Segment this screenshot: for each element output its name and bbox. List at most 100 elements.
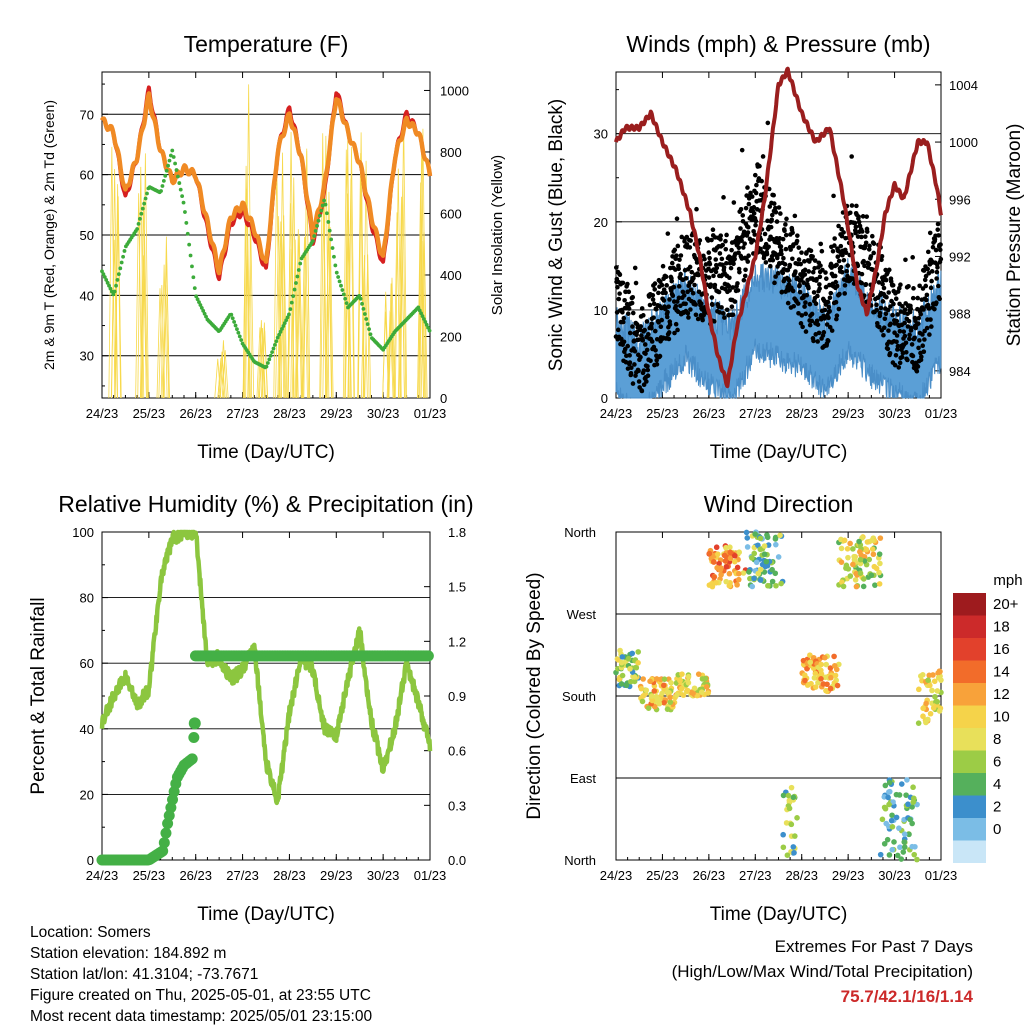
gust-point: [769, 217, 775, 223]
direction-point: [909, 843, 915, 850]
gust-point: [834, 283, 840, 289]
legend-label: 14: [993, 664, 1010, 681]
direction-point: [884, 836, 891, 843]
precip-point: [188, 717, 201, 730]
gust-point: [627, 353, 632, 358]
y-tick-label: 100: [72, 525, 94, 540]
gust-point: [714, 265, 720, 271]
gust-point: [754, 182, 759, 188]
direction-point: [889, 823, 896, 830]
gust-point: [751, 205, 757, 210]
gust-point: [622, 297, 627, 303]
gust-point: [802, 259, 807, 264]
dewpoint-point: [322, 198, 327, 203]
dewpoint-point: [237, 334, 242, 339]
dewpoint-point: [115, 278, 120, 282]
dewpoint-point: [289, 300, 294, 305]
station-info: Location: Somers Station elevation: 184.…: [30, 922, 372, 1027]
direction-point: [818, 661, 825, 668]
direction-point: [628, 678, 634, 685]
x-tick-label: 01/23: [925, 868, 958, 883]
dewpoint-point: [107, 283, 111, 288]
gust-point: [653, 307, 659, 312]
gust-point: [929, 324, 934, 329]
chart-title: Winds (mph) & Pressure (mb): [626, 31, 930, 57]
direction-point: [678, 685, 685, 692]
direction-point: [869, 546, 876, 552]
gust-point: [657, 353, 663, 359]
legend-swatch: [953, 750, 986, 773]
gust-point: [814, 318, 820, 324]
direction-point: [755, 542, 761, 549]
x-tick-label: 28/23: [273, 868, 306, 883]
gust-point: [677, 257, 682, 263]
direction-point: [839, 579, 845, 585]
gust-point: [723, 246, 729, 252]
gust-point: [924, 325, 930, 331]
gust-point: [728, 265, 734, 271]
dewpoint-point: [340, 288, 345, 292]
y-right-tick-label: 0.6: [448, 744, 466, 759]
solar-spike: [388, 277, 396, 399]
gust-point: [905, 357, 910, 363]
direction-point: [886, 852, 893, 858]
gust-point: [625, 311, 631, 317]
dewpoint-point: [191, 275, 196, 280]
direction-point: [881, 840, 888, 847]
direction-point: [711, 574, 717, 580]
direction-point: [904, 777, 910, 783]
gust-point: [678, 303, 683, 309]
y-tick-label: West: [567, 607, 597, 622]
gust-point: [782, 228, 787, 234]
dewpoint-point: [192, 286, 197, 291]
solar-spike: [301, 237, 308, 399]
dewpoint-point: [187, 242, 192, 247]
direction-point: [619, 672, 626, 679]
direction-point: [713, 579, 719, 586]
gust-point: [817, 282, 822, 287]
direction-point: [783, 820, 790, 826]
gust-point: [811, 290, 817, 295]
direction-point: [714, 564, 720, 571]
gust-point: [645, 373, 651, 379]
y-right-tick-label: 1.8: [448, 525, 466, 540]
gust-point: [742, 273, 748, 279]
gust-point: [654, 336, 660, 342]
gust-point: [721, 195, 726, 200]
y-tick-label: North: [564, 525, 596, 540]
gust-point: [735, 281, 740, 286]
gust-point: [854, 203, 859, 209]
gust-point: [693, 302, 698, 307]
gust-point: [785, 300, 791, 306]
gust-point: [901, 329, 907, 334]
gust-point: [920, 332, 925, 337]
gust-point: [822, 307, 828, 313]
dewpoint-point: [180, 194, 185, 199]
gust-point: [856, 214, 861, 219]
direction-point: [685, 680, 692, 686]
gust-point: [629, 300, 635, 306]
direction-point: [870, 551, 877, 558]
gust-point: [651, 301, 657, 307]
gust-point: [632, 265, 638, 271]
gust-point: [923, 273, 929, 279]
gust-point: [644, 319, 650, 324]
gust-point: [762, 231, 768, 237]
y-axis-right-label: Station Pressure (Maroon): [1004, 124, 1024, 347]
direction-point: [853, 570, 860, 577]
gust-point: [812, 265, 817, 271]
gust-point: [909, 342, 915, 347]
gust-point: [859, 234, 864, 240]
gust-point: [895, 347, 900, 352]
gust-point: [749, 194, 755, 199]
gust-point: [673, 321, 679, 327]
x-tick-label: 26/23: [693, 868, 726, 883]
dewpoint-point: [319, 208, 324, 213]
legend-swatch: [953, 795, 986, 818]
gust-point: [849, 154, 854, 159]
gust-point: [627, 330, 633, 336]
gust-point: [874, 307, 880, 313]
x-tick-label: 30/23: [367, 868, 400, 883]
gust-point: [736, 245, 742, 251]
gust-point: [650, 292, 656, 298]
